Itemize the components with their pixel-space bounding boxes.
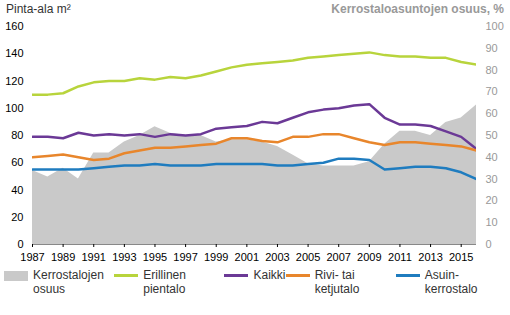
svg-text:20: 20 xyxy=(486,194,498,206)
svg-text:2015: 2015 xyxy=(449,251,473,263)
svg-text:1987: 1987 xyxy=(20,251,44,263)
svg-text:40: 40 xyxy=(11,184,23,196)
svg-text:1997: 1997 xyxy=(173,251,197,263)
svg-text:2013: 2013 xyxy=(418,251,442,263)
svg-text:2003: 2003 xyxy=(265,251,289,263)
svg-text:0: 0 xyxy=(486,238,492,250)
svg-text:100: 100 xyxy=(486,20,504,32)
svg-text:60: 60 xyxy=(486,107,498,119)
svg-text:100: 100 xyxy=(5,102,23,114)
html-text:Kerrostaloasuntojen osuus, %: Kerrostaloasuntojen osuus, % xyxy=(331,2,504,16)
html-text:Rivi- tai ketjutalo: Rivi- tai ketjutalo xyxy=(314,268,360,296)
svg-text:1993: 1993 xyxy=(112,251,136,263)
svg-text:60: 60 xyxy=(11,156,23,168)
html-text:Kaikki: Kaikki xyxy=(253,268,286,282)
svg-text:2005: 2005 xyxy=(296,251,320,263)
svg-text:10: 10 xyxy=(486,216,498,228)
svg-text:2007: 2007 xyxy=(326,251,350,263)
svg-text:90: 90 xyxy=(486,42,498,54)
svg-text:120: 120 xyxy=(5,75,23,87)
svg-text:80: 80 xyxy=(486,64,498,76)
svg-text:50: 50 xyxy=(486,129,498,141)
svg-text:1995: 1995 xyxy=(143,251,167,263)
html-text:Asuin-kerrostalo: Asuin-kerrostalo xyxy=(424,268,478,296)
svg-text:20: 20 xyxy=(11,211,23,223)
html-text:Pinta-ala m²: Pinta-ala m² xyxy=(6,2,71,16)
svg-text:140: 140 xyxy=(5,47,23,59)
html-text:Kerrostalojen osuus: Kerrostalojen osuus xyxy=(33,268,104,296)
svg-text:0: 0 xyxy=(17,238,23,250)
svg-text:2001: 2001 xyxy=(235,251,259,263)
svg-text:30: 30 xyxy=(486,173,498,185)
svg-text:2011: 2011 xyxy=(388,251,412,263)
svg-text:2009: 2009 xyxy=(357,251,381,263)
svg-text:1989: 1989 xyxy=(51,251,75,263)
svg-text:80: 80 xyxy=(11,129,23,141)
svg-text:40: 40 xyxy=(486,151,498,163)
svg-text:1991: 1991 xyxy=(81,251,105,263)
svg-text:70: 70 xyxy=(486,85,498,97)
svg-text:1999: 1999 xyxy=(204,251,228,263)
html-text:Erillinen pientalo: Erillinen pientalo xyxy=(143,268,186,296)
svg-text:160: 160 xyxy=(5,20,23,32)
